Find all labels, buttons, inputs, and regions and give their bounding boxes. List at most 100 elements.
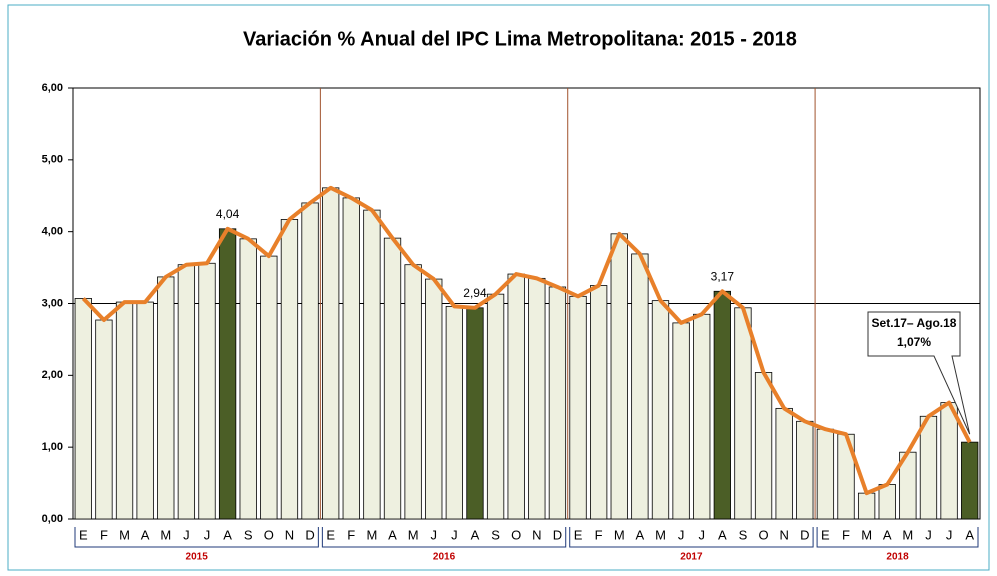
chart-title: Variación % Anual del IPC Lima Metropoli… [243,28,797,50]
bar [734,307,752,520]
x-tick-label: J [204,527,211,542]
x-tick-label: N [532,527,541,542]
bar [177,264,196,520]
x-tick-label: O [758,527,768,542]
group-bracket [321,527,567,548]
bar [528,277,546,520]
x-tick-label: S [491,527,500,542]
bar [383,237,402,520]
x-tick-label: D [305,527,314,542]
bar [239,238,257,520]
x-tick-label: M [614,527,625,542]
bar [342,197,360,520]
y-tick-label: 3,00 [42,297,63,309]
bar [445,305,463,520]
bar [940,402,958,520]
x-tick-label: M [366,527,377,542]
x-tick-label: N [779,527,788,542]
x-tick-label: E [574,527,583,542]
bar [115,301,134,520]
x-tick-label: D [800,527,809,542]
bar [218,228,237,520]
bar [816,428,835,520]
x-tick-label: J [678,527,685,542]
group-label: 2018 [886,552,909,563]
bar [363,209,381,520]
x-tick-label: M [902,527,913,542]
bar [672,322,690,520]
bar [548,286,567,520]
y-tick-label: 0,00 [42,513,63,525]
bar [280,219,299,520]
bar [693,313,711,520]
bar [466,307,484,520]
x-tick-label: F [842,527,850,542]
x-tick-label: A [636,527,645,542]
x-tick-label: A [388,527,397,542]
group-label: 2015 [186,552,209,563]
y-tick-label: 1,00 [42,441,63,453]
x-tick-label: J [451,527,458,542]
x-tick-label: A [965,527,974,542]
data-label: 2,94 [463,286,487,300]
bar [322,187,340,520]
y-tick-label: 2,00 [42,369,63,381]
x-tick-label: O [511,527,521,542]
x-tick-label: M [119,527,130,542]
y-tick-label: 6,00 [42,82,63,94]
bar [404,264,422,520]
bar [590,285,608,520]
bar [878,484,896,520]
x-tick-label: D [553,527,562,542]
bar [961,441,979,520]
group-label: 2016 [433,552,456,563]
y-tick-label: 4,00 [42,226,63,238]
x-tick-label: J [925,527,932,542]
bar [754,372,773,520]
y-tick-label: 5,00 [42,154,63,166]
x-tick-label: S [739,527,748,542]
bar [507,273,525,520]
x-tick-label: E [79,527,88,542]
x-tick-label: A [471,527,480,542]
x-tick-label: A [718,527,727,542]
bar [95,319,113,520]
x-tick-label: M [655,527,666,542]
x-tick-label: A [223,527,232,542]
group-bracket [816,527,979,548]
x-tick-label: J [430,527,437,542]
trend-line [81,185,972,496]
x-tick-label: F [100,527,108,542]
x-tick-label: E [326,527,335,542]
bar [569,295,587,520]
bar [157,276,175,520]
bar [74,298,92,520]
bar [610,233,628,520]
group-bracket [74,527,319,548]
x-tick-label: N [285,527,294,542]
bar [919,415,938,520]
x-tick-label: E [821,527,830,542]
bar [425,278,443,520]
x-tick-label: F [595,527,603,542]
data-label: 4,04 [216,207,240,221]
x-tick-label: J [946,527,953,542]
callout-text: Set.17– Ago.18 [872,316,957,330]
bar [631,253,649,520]
bar [775,407,793,520]
group-bracket [569,527,814,548]
x-tick-label: J [698,527,705,542]
bar [651,300,670,520]
bar [198,262,216,520]
callout-text: 1,07% [897,335,931,349]
bar [713,290,731,520]
bar [796,420,814,520]
x-tick-label: A [141,527,150,542]
bar [136,301,154,520]
x-tick-label: M [408,527,419,542]
callout-box [867,311,971,435]
bar [301,202,319,520]
bar [486,293,505,520]
x-tick-label: M [861,527,872,542]
